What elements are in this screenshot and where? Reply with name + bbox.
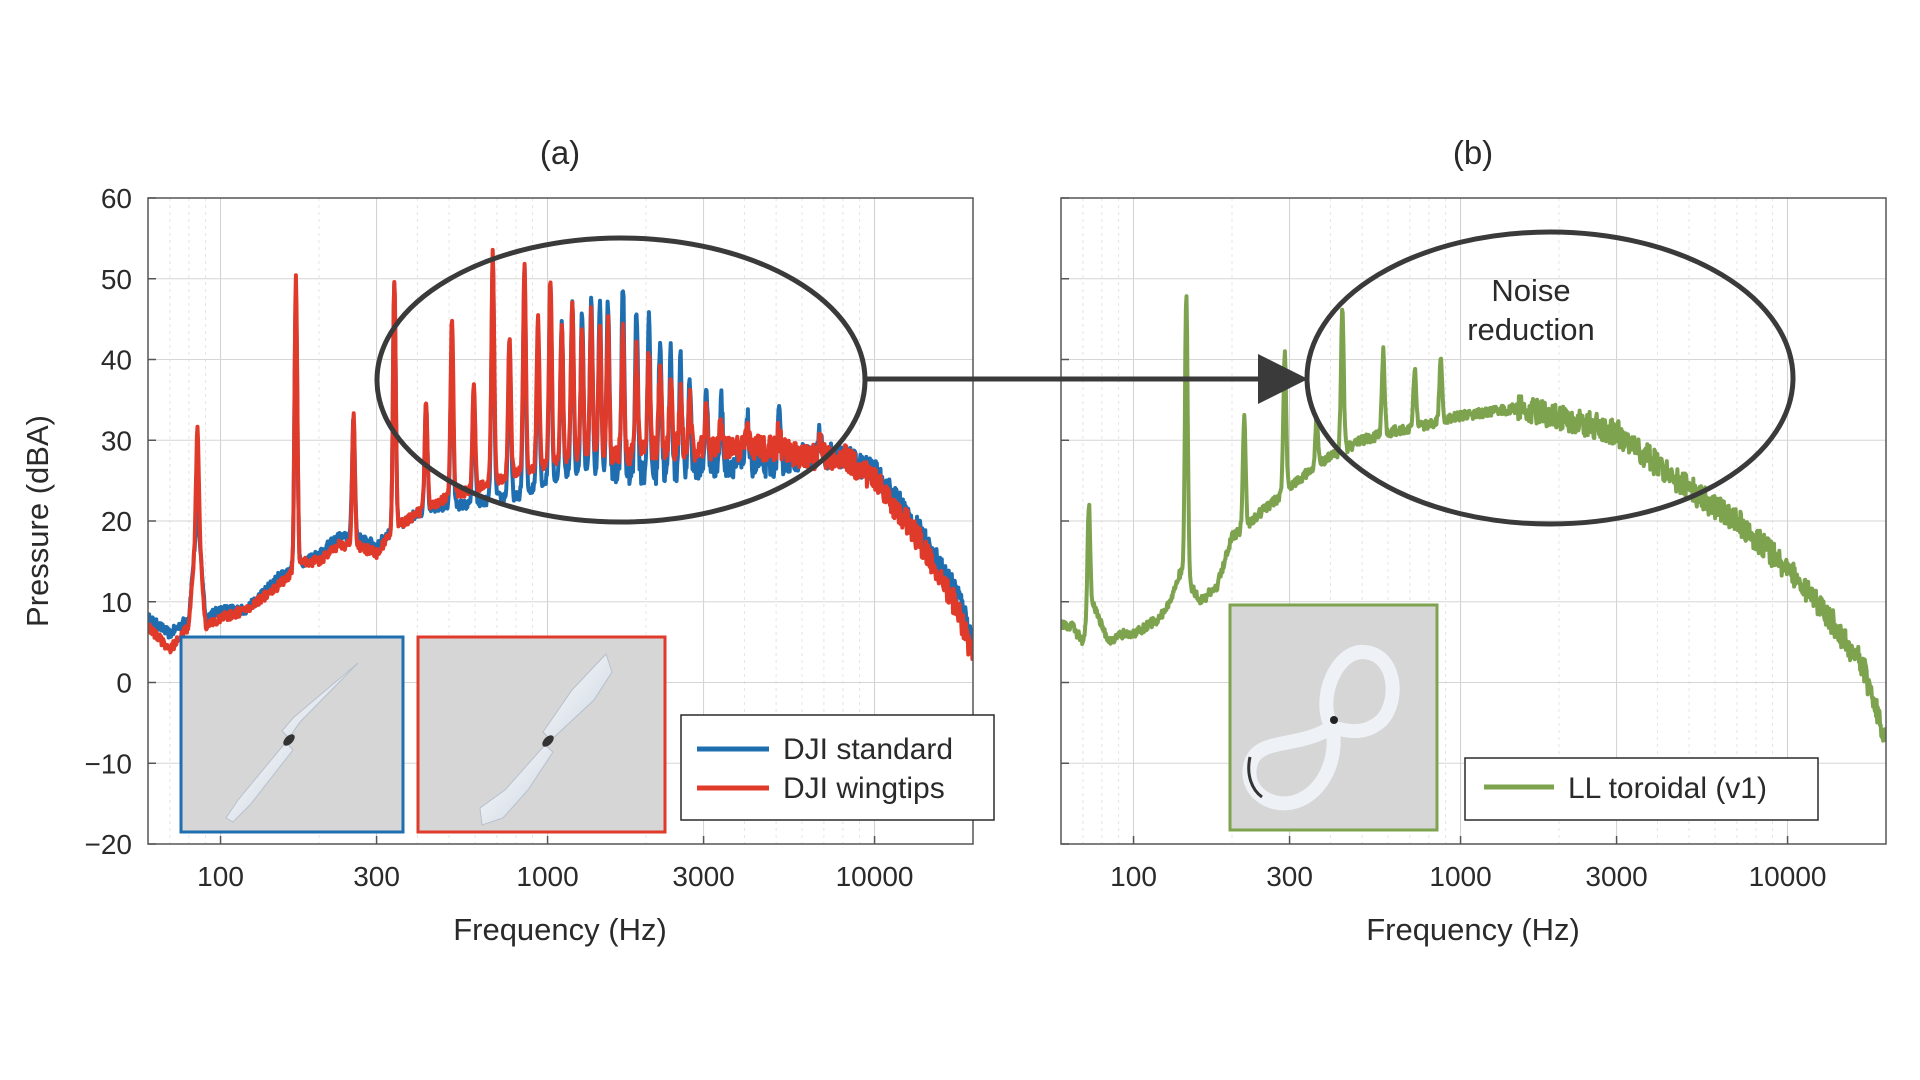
panel-a-ticks: −20 −10 0 10 20 30 40 50 60 100 300 1000 3000 10000 bbox=[85, 183, 914, 892]
y-tick-label: 0 bbox=[116, 668, 132, 699]
y-tick-label: 30 bbox=[101, 425, 132, 456]
highlight-ellipse-a bbox=[374, 235, 868, 525]
panel-b-lines bbox=[1061, 294, 1886, 743]
panel-b-axes-box bbox=[1060, 197, 1887, 845]
panel-a-axes-box bbox=[147, 197, 974, 845]
panel-a-xlabel: Frequency (Hz) bbox=[453, 912, 667, 947]
series-line-ll-toroidal-v1 bbox=[1061, 294, 1886, 743]
panel-b-legend: LL toroidal (v1) bbox=[1464, 757, 1819, 821]
y-tick-label: 10 bbox=[101, 587, 132, 618]
x-tick-label: 3000 bbox=[1585, 861, 1647, 892]
wingtip-propeller-photo bbox=[416, 635, 667, 834]
y-tick-label: 60 bbox=[101, 183, 132, 214]
legend-label-ll-toroidal: LL toroidal (v1) bbox=[1568, 772, 1767, 805]
panel-a: (a) −20 −10 0 10 20 30 40 50 60 100 300 1000 3000 100… bbox=[20, 134, 995, 947]
series-line-dji-wingtips bbox=[148, 247, 973, 661]
x-tick-label: 100 bbox=[1110, 861, 1157, 892]
x-tick-label: 100 bbox=[197, 861, 244, 892]
x-tick-label: 1000 bbox=[516, 861, 578, 892]
panel-b-xlabel: Frequency (Hz) bbox=[1366, 912, 1580, 947]
panel-a-lines bbox=[148, 247, 973, 661]
legend-label-dji-standard: DJI standard bbox=[783, 733, 953, 766]
panel-b-ticks: 100 300 1000 3000 10000 bbox=[1061, 197, 1827, 892]
noise-reduction-label-line1: Noise bbox=[1491, 273, 1570, 308]
panel-a-title: (a) bbox=[540, 134, 580, 171]
legend-label-dji-wingtips: DJI wingtips bbox=[783, 772, 945, 805]
y-axis-label: Pressure (dBA) bbox=[20, 415, 55, 627]
toroidal-propeller-photo bbox=[1228, 603, 1439, 832]
x-tick-label: 10000 bbox=[836, 861, 914, 892]
noise-reduction-label-line2: reduction bbox=[1467, 312, 1595, 347]
panel-b-title: (b) bbox=[1453, 134, 1493, 171]
x-tick-label: 3000 bbox=[672, 861, 734, 892]
standard-propeller-photo bbox=[179, 635, 405, 834]
y-tick-label: 50 bbox=[101, 264, 132, 295]
x-tick-label: 10000 bbox=[1749, 861, 1827, 892]
x-tick-label: 300 bbox=[353, 861, 400, 892]
x-tick-label: 1000 bbox=[1429, 861, 1491, 892]
y-tick-label: 40 bbox=[101, 345, 132, 376]
y-tick-label: 20 bbox=[101, 506, 132, 537]
panel-b: (b) 100 300 1000 3000 10000 Frequency (Hz) L… bbox=[1060, 134, 1887, 947]
y-tick-label: −10 bbox=[85, 748, 133, 779]
x-tick-label: 300 bbox=[1266, 861, 1313, 892]
y-tick-label: −20 bbox=[85, 829, 133, 860]
panel-a-legend: DJI standard DJI wingtips bbox=[680, 714, 995, 821]
